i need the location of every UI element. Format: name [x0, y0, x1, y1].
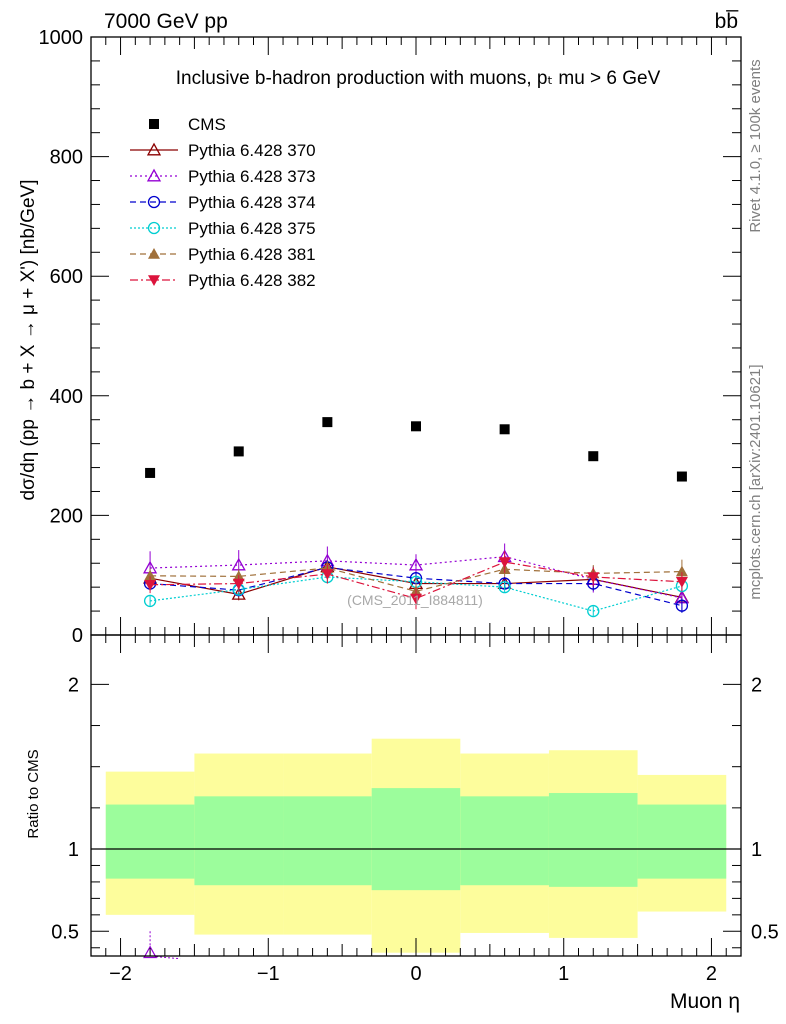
- ratio-band-inner: [637, 804, 727, 879]
- data-point: [498, 581, 511, 594]
- data-point: [143, 594, 157, 608]
- ratio-band-inner: [548, 793, 638, 887]
- x-tick-label: −1: [257, 963, 280, 985]
- ratio-band-inner: [194, 796, 284, 886]
- ratio-band-inner: [460, 796, 549, 886]
- ratio-y-tick-label-right: 0.5: [751, 921, 779, 943]
- x-tick-label: −2: [109, 963, 132, 985]
- data-point: [410, 593, 422, 605]
- data-point: [587, 604, 600, 618]
- x-tick-label: 1: [558, 963, 569, 985]
- series-s382: [144, 551, 688, 610]
- legend-marker: [146, 168, 162, 182]
- data-point: [233, 446, 244, 457]
- ratio-y-axis-label: Ratio to CMS: [25, 749, 42, 838]
- y-tick-label: 600: [50, 266, 83, 288]
- ratio-band-inner: [105, 804, 195, 879]
- y-tick-label: 1000: [39, 27, 84, 49]
- data-point: [144, 579, 157, 591]
- legend-label: Pythia 6.428 373: [188, 167, 316, 186]
- watermark: (CMS_2011_I884811): [347, 592, 483, 608]
- ratio-y-tick-label: 1: [68, 839, 79, 861]
- legend-marker: [149, 119, 159, 129]
- data-point: [498, 557, 511, 569]
- y-tick-label: 200: [50, 505, 83, 527]
- y-axis-label: dσ/dη (pp → b + X → μ + X') [nb/GeV]: [18, 180, 39, 501]
- data-point: [145, 467, 156, 478]
- data-point: [408, 557, 424, 571]
- legend-label: Pythia 6.428 382: [188, 271, 316, 290]
- ratio-marker: [143, 945, 158, 959]
- legend-label: CMS: [188, 115, 226, 134]
- legend-marker: [147, 221, 161, 235]
- data-point: [676, 471, 687, 482]
- mcplots-label: mcplots.cern.ch [arXiv:2401.10621]: [747, 364, 764, 599]
- data-point: [144, 569, 157, 581]
- rivet-label: Rivet 4.1.0, ≥ 100k events: [747, 59, 764, 232]
- ratio-y-tick-label-right: 2: [751, 674, 762, 696]
- ratio-y-tick-label-right: 1: [751, 839, 762, 861]
- x-tick-label: 0: [410, 963, 421, 985]
- ratio-y-tick-label: 2: [68, 674, 79, 696]
- legend-label: Pythia 6.428 370: [188, 141, 316, 160]
- legend-label: Pythia 6.428 374: [188, 193, 316, 212]
- data-point: [675, 576, 688, 588]
- y-tick-label: 0: [72, 625, 83, 647]
- plot-title: Inclusive b-hadron production with muons…: [176, 68, 661, 89]
- y-tick-label: 400: [50, 386, 83, 408]
- main-plot-panel: 0 200 400 600 800 1000: [39, 27, 742, 647]
- x-tick-label: 2: [706, 963, 717, 985]
- ratio-y-tick-label: 0.5: [51, 921, 79, 943]
- x-axis-label: Muon η: [670, 990, 740, 1013]
- data-point: [675, 599, 689, 612]
- ratio-line-segment: [156, 956, 181, 960]
- data-point: [322, 417, 333, 428]
- legend: CMS Pythia 6.428 370 Pythia 6.428 373 Pythi…: [130, 115, 316, 290]
- legend-marker: [148, 248, 160, 259]
- data-point: [321, 569, 334, 581]
- legend-marker: [146, 142, 162, 156]
- data-point: [411, 421, 421, 432]
- data-point: [675, 565, 688, 577]
- ratio-band-inner: [283, 796, 372, 886]
- ratio-band-inner: [371, 788, 461, 891]
- legend-label: Pythia 6.428 375: [188, 219, 316, 238]
- data-point: [499, 424, 510, 435]
- header-right: bb̅: [715, 10, 740, 33]
- data-point: [587, 572, 600, 583]
- legend-marker: [148, 275, 160, 286]
- header-left: 7000 GeV pp: [104, 10, 228, 33]
- data-point: [232, 578, 245, 590]
- legend-label: Pythia 6.428 381: [188, 245, 316, 264]
- y-tick-label: 800: [50, 147, 83, 169]
- series-cms: [145, 417, 687, 482]
- ratio-plot-panel: −2 −1 0 1 2 0.5 0.5 1 1 2 2: [51, 634, 779, 985]
- data-point: [588, 451, 599, 462]
- legend-marker: [147, 195, 161, 209]
